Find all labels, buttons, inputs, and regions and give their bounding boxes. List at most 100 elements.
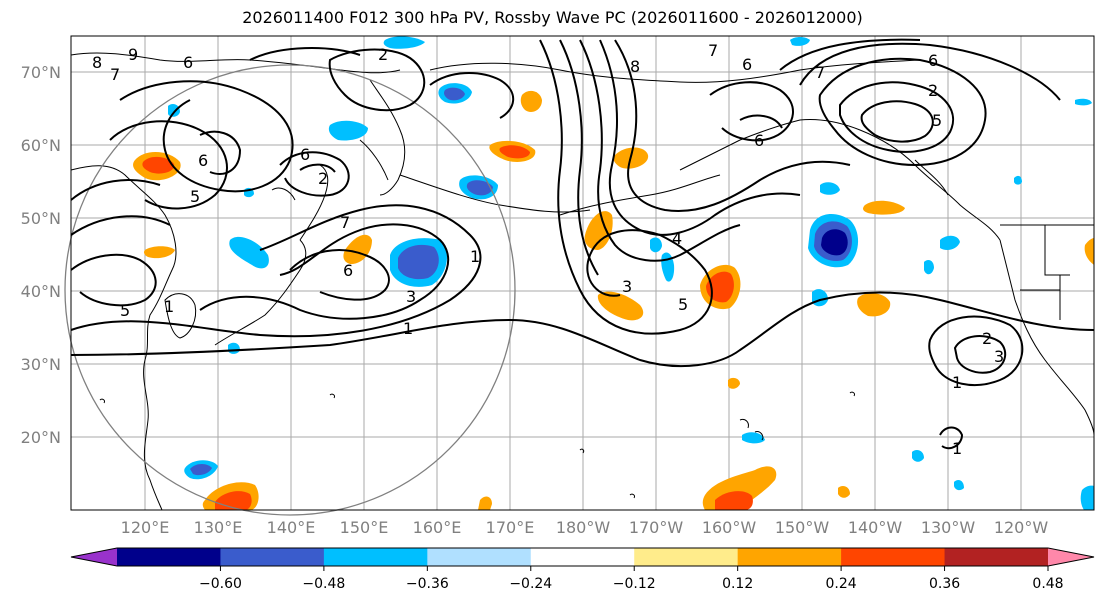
contour-label: 7 (340, 213, 350, 232)
contour-label: 6 (343, 261, 353, 280)
colorbar-outline (70, 547, 1095, 567)
colorbar-extend-min (71, 548, 117, 566)
contour-label: 2 (318, 169, 328, 188)
negative-anomaly-blob (821, 229, 848, 256)
lat-label: 20°N (21, 428, 61, 447)
negative-anomaly-blob (790, 37, 810, 46)
contour-label: 5 (932, 111, 942, 130)
colorbar-cell (530, 548, 635, 566)
lon-label: 170°W (629, 518, 684, 537)
colorbar-cell (841, 548, 946, 566)
colorbar-tick-label: 0.24 (826, 576, 857, 592)
positive-anomaly-blob (715, 491, 753, 510)
contour-label: 1 (952, 439, 962, 458)
contour-label: 2 (928, 81, 938, 100)
colorbar-cell (220, 548, 325, 566)
colorbar-cell (944, 548, 1049, 566)
negative-anomaly-blob (466, 180, 493, 196)
contour-label: 1 (470, 247, 480, 266)
colorbar-cell (737, 548, 842, 566)
colorbar-tick-label: −0.24 (509, 576, 552, 592)
colorbar-tick-label: −0.12 (613, 576, 656, 592)
colorbar-cell (323, 548, 428, 566)
negative-anomaly-blob (912, 450, 924, 462)
contour-label: 6 (198, 151, 208, 170)
lon-label: 150°W (775, 518, 830, 537)
negative-anomaly-blob (1075, 98, 1092, 106)
lon-label: 180°W (556, 518, 611, 537)
negative-anomaly-blob (820, 182, 840, 195)
positive-anomaly-blob (838, 486, 850, 498)
lat-label: 70°N (21, 63, 61, 82)
contour-label: 7 (815, 63, 825, 82)
colorbar-tick-label: −0.48 (302, 576, 345, 592)
contour-label: 2 (982, 329, 992, 348)
contour-label: 9 (128, 45, 138, 64)
lat-label: 30°N (21, 355, 61, 374)
contour-label: 7 (110, 65, 120, 84)
contour-label: 5 (678, 295, 688, 314)
lon-label: 140°W (848, 518, 903, 537)
positive-anomaly-blob (728, 377, 740, 389)
lon-label: 170°E (486, 518, 535, 537)
positive-anomaly-blob (343, 234, 372, 265)
negative-anomaly-blob (1014, 175, 1022, 185)
contour-label: 6 (183, 53, 193, 72)
colorbar-extend-max (1048, 548, 1094, 566)
contour-label: 8 (630, 57, 640, 76)
graticule (71, 36, 1094, 510)
colorbar-cell (117, 548, 221, 566)
negative-anomaly-blob (940, 235, 960, 250)
contour-labels: 8 9 6 7 6 2 6 7 8 6 5 7 2 6 6 2 1 3 7 6 … (92, 41, 1004, 458)
negative-anomaly-blob (168, 104, 180, 117)
positive-anomaly-blob (863, 200, 905, 215)
colorbar-cell (427, 548, 532, 566)
negative-anomaly-blob (742, 432, 765, 444)
contour-label: 1 (952, 373, 962, 392)
lat-label: 60°N (21, 136, 61, 155)
lon-label: 120°E (121, 518, 170, 537)
positive-anomaly-blob (478, 496, 492, 510)
contour-label: 6 (300, 145, 310, 164)
lat-label: 50°N (21, 209, 61, 228)
positive-anomaly-blob (520, 90, 542, 112)
contour-label: 4 (672, 229, 682, 248)
pv-contours (70, 38, 1095, 450)
radius-circle (64, 64, 516, 516)
contour-label: 6 (742, 55, 752, 74)
lon-label: 160°E (413, 518, 462, 537)
contour-label: 3 (994, 347, 1004, 366)
positive-anomaly-blob (142, 156, 175, 174)
map-border (70, 35, 1095, 511)
negative-anomaly-blob (650, 237, 662, 253)
negative-anomaly-blob (1080, 485, 1094, 510)
colorbar-tick-label: 0.48 (1032, 576, 1063, 592)
negative-anomaly-blob (444, 87, 465, 101)
positive-anomaly-blob (1084, 238, 1094, 265)
contour-label: 1 (164, 297, 174, 316)
lon-label: 150°E (340, 518, 389, 537)
colorbar-cell (634, 548, 739, 566)
colorbar-tick-label: −0.36 (406, 576, 449, 592)
contour-label: 6 (928, 51, 938, 70)
lon-label: 130°W (921, 518, 976, 537)
contour-label: 7 (708, 41, 718, 60)
lat-label: 40°N (21, 282, 61, 301)
positive-anomaly-blob (584, 211, 613, 250)
colorbar-tick-label: −0.60 (199, 576, 242, 592)
longitude-labels: 120°E 130°E 140°E 150°E 160°E 170°E 180°… (121, 518, 1049, 537)
contour-label: 5 (190, 187, 200, 206)
positive-anomaly-blob (144, 246, 175, 259)
colorbar-tick-label: 0.12 (722, 576, 753, 592)
negative-anomaly-blob (328, 120, 368, 141)
colorbar: −0.60 −0.48 −0.36 −0.24 −0.12 0.12 0.24 0.36 0.4… (70, 547, 1095, 592)
lon-label: 130°E (194, 518, 243, 537)
negative-anomaly-blob (924, 260, 934, 275)
lon-label: 120°W (994, 518, 1049, 537)
negative-anomaly-blob (954, 480, 964, 491)
positive-anomaly-blob (597, 291, 644, 321)
contour-label: 3 (622, 277, 632, 296)
contour-label: 6 (754, 131, 764, 150)
colorbar-tick-label: 0.36 (929, 576, 960, 592)
